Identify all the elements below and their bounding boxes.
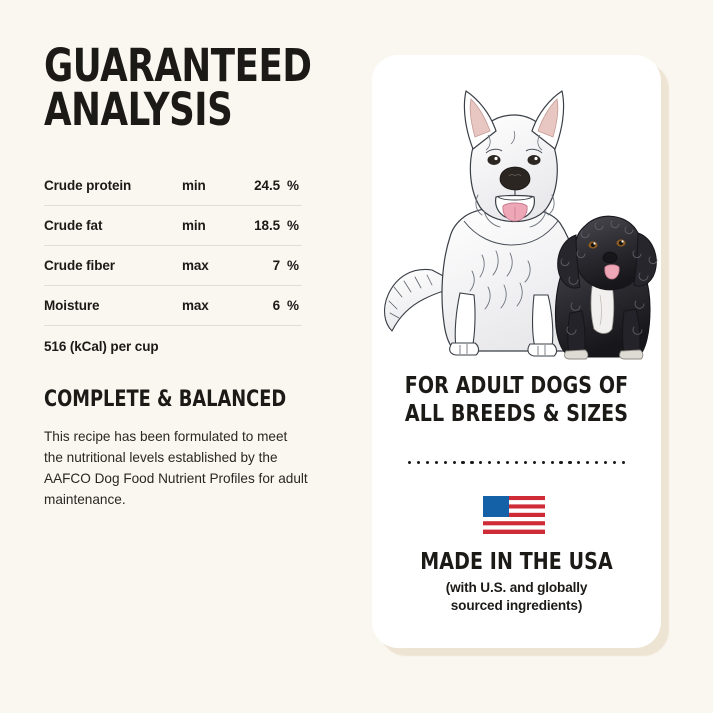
table-row: Crude fiber max 7 % xyxy=(44,246,302,286)
divider-dot xyxy=(523,460,527,465)
nutrient-value: 6 xyxy=(272,298,281,314)
divider-dot xyxy=(408,460,412,465)
divider-dot xyxy=(621,460,625,465)
divider-dot xyxy=(577,460,581,465)
nutrient-qualifier: max xyxy=(182,298,209,314)
nutrient-unit: % xyxy=(287,178,299,194)
nutrient-qualifier: max xyxy=(182,258,209,274)
table-row: Moisture max 6 % xyxy=(44,286,302,326)
divider-dot xyxy=(505,460,510,465)
divider-dot xyxy=(434,460,438,465)
divider-dot xyxy=(452,460,456,465)
divider-dot xyxy=(497,460,501,465)
calorie-content: 516 (kCal) per cup xyxy=(44,339,159,355)
divider-dot xyxy=(461,460,465,465)
page-title: GUARANTEED ANALYSIS xyxy=(44,39,312,136)
divider-dot xyxy=(541,460,545,465)
table-row: Crude fat min 18.5 % xyxy=(44,206,302,246)
table-body: Crude protein min 24.5 % Crude fat min 1… xyxy=(44,178,302,326)
divider-dot xyxy=(595,460,599,465)
dotted-divider xyxy=(408,460,625,465)
adult-dogs-heading: FOR ADULT DOGS OF ALL BREEDS & SIZES xyxy=(404,373,629,428)
divider-dot xyxy=(559,460,563,465)
divider-dot xyxy=(550,460,554,465)
nutrient-name: Crude fat xyxy=(44,218,103,234)
nutrient-value: 7 xyxy=(272,258,281,274)
nutrient-qualifier: min xyxy=(182,178,206,194)
sourced-ingredients-note: (with U.S. and globally sourced ingredie… xyxy=(445,580,588,614)
divider-dot xyxy=(425,460,429,465)
divider-dot xyxy=(612,460,617,465)
nutrient-value: 18.5 xyxy=(254,218,280,234)
aafco-statement: This recipe has been formulated to meet … xyxy=(44,429,308,508)
guaranteed-analysis-table: Crude protein min 24.5 % Crude fat min 1… xyxy=(44,178,302,326)
usa-flag-icon xyxy=(483,496,545,534)
nutrient-name: Moisture xyxy=(44,298,100,314)
table-row: Crude protein min 24.5 % xyxy=(44,178,302,206)
divider-dot xyxy=(532,460,536,465)
product-card: FOR ADULT DOGS OF ALL BREEDS & SIZES MAD… xyxy=(372,55,661,648)
nutrient-unit: % xyxy=(287,258,299,274)
divider-dot xyxy=(603,460,608,465)
divider-dot xyxy=(443,460,447,465)
nutrient-name: Crude fiber xyxy=(44,258,115,274)
nutrient-unit: % xyxy=(287,298,299,314)
divider-dot xyxy=(514,460,519,465)
divider-dot xyxy=(479,460,483,465)
divider-dot xyxy=(586,460,590,465)
nutrient-name: Crude protein xyxy=(44,178,132,194)
made-in-usa-heading: MADE IN THE USA xyxy=(420,549,613,575)
nutrient-value: 24.5 xyxy=(254,178,280,194)
nutrient-qualifier: min xyxy=(182,218,206,234)
divider-dot xyxy=(488,460,492,465)
divider-dot xyxy=(416,460,421,465)
complete-balanced-heading: COMPLETE & BALANCED xyxy=(44,387,287,413)
two-dogs-illustration xyxy=(372,55,661,365)
divider-dot xyxy=(568,460,572,465)
guaranteed-analysis-section: GUARANTEED ANALYSIS Crude protein min 24… xyxy=(44,39,334,511)
nutrient-unit: % xyxy=(287,218,299,234)
divider-dot xyxy=(470,460,474,465)
